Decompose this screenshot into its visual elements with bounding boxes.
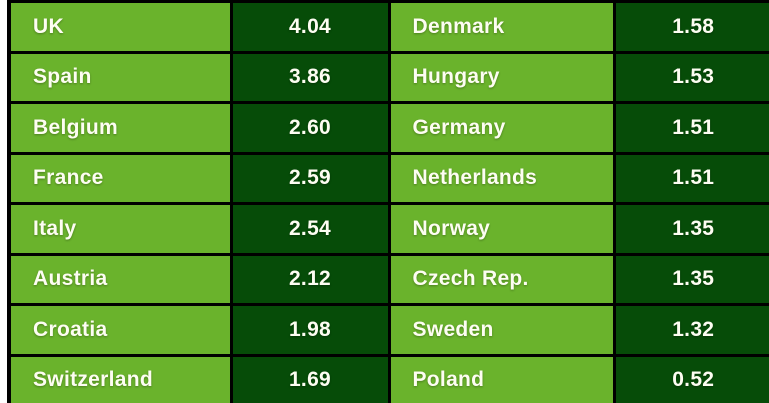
country-cell: Croatia [7, 303, 233, 357]
country-cell: Sweden [387, 303, 616, 357]
country-cell: Austria [7, 252, 233, 306]
value-cell: 2.59 [229, 151, 391, 205]
country-value-table: UK 4.04 Denmark 1.58 Spain 3.86 Hungary … [7, 0, 769, 403]
table-row: Austria 2.12 Czech Rep. 1.35 [7, 252, 769, 306]
country-cell: Italy [7, 202, 233, 256]
value-cell: 2.54 [229, 202, 391, 256]
table-row: Belgium 2.60 Germany 1.51 [7, 101, 769, 155]
value-cell: 1.69 [229, 353, 391, 403]
table-row: Spain 3.86 Hungary 1.53 [7, 50, 769, 104]
value-cell: 1.35 [612, 252, 769, 306]
value-cell: 1.32 [612, 303, 769, 357]
value-cell: 1.51 [612, 101, 769, 155]
country-cell: Norway [387, 202, 616, 256]
value-cell: 2.60 [229, 101, 391, 155]
country-cell: Denmark [387, 0, 616, 54]
country-cell: UK [7, 0, 233, 54]
country-cell: Hungary [387, 50, 616, 104]
table-row: Italy 2.54 Norway 1.35 [7, 202, 769, 256]
table-row: UK 4.04 Denmark 1.58 [7, 0, 769, 54]
table-row: Switzerland 1.69 Poland 0.52 [7, 353, 769, 403]
country-cell: Belgium [7, 101, 233, 155]
value-cell: 3.86 [229, 50, 391, 104]
country-cell: Czech Rep. [387, 252, 616, 306]
value-cell: 1.35 [612, 202, 769, 256]
table-row: France 2.59 Netherlands 1.51 [7, 151, 769, 205]
country-cell: Netherlands [387, 151, 616, 205]
country-cell: Spain [7, 50, 233, 104]
country-cell: Poland [387, 353, 616, 403]
value-cell: 1.58 [612, 0, 769, 54]
country-cell: Switzerland [7, 353, 233, 403]
country-cell: Germany [387, 101, 616, 155]
value-cell: 4.04 [229, 0, 391, 54]
value-cell: 1.53 [612, 50, 769, 104]
country-cell: France [7, 151, 233, 205]
value-cell: 2.12 [229, 252, 391, 306]
value-cell: 1.51 [612, 151, 769, 205]
value-cell: 1.98 [229, 303, 391, 357]
table-row: Croatia 1.98 Sweden 1.32 [7, 303, 769, 357]
value-cell: 0.52 [612, 353, 769, 403]
